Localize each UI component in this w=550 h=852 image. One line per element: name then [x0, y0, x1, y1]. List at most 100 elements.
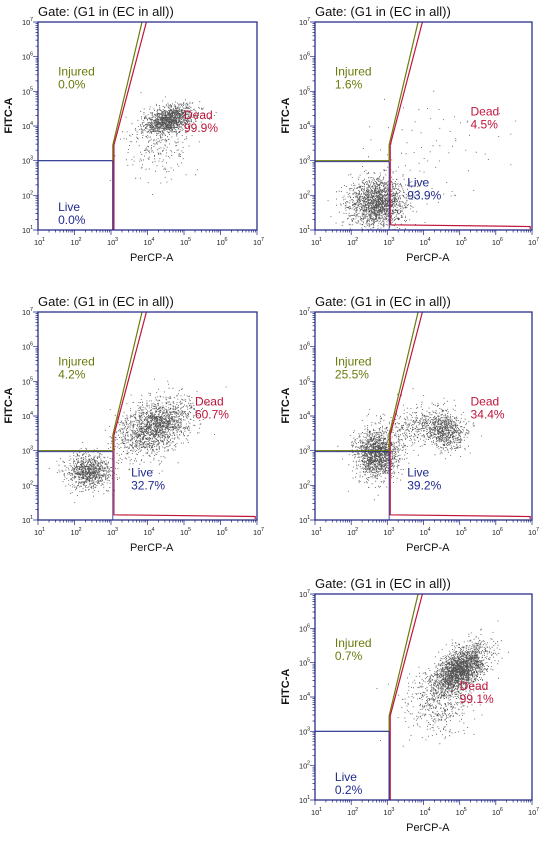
- y-tick-label: 10: [299, 87, 307, 96]
- scatter-points: [376, 620, 509, 747]
- y-tick-label: 10: [22, 516, 30, 525]
- flow-plot-panel-3: Gate: (G1 in (EC in all)) 10 1 10 1 10 2 10 2 10 3…: [0, 290, 275, 572]
- x-tick-exponent: 2: [79, 527, 82, 533]
- dead-gate: [389, 593, 423, 800]
- flow-plot-5: Gate: (G1 in (EC in all))10 110 110 210 210 3…: [280, 576, 539, 834]
- live-gate: [315, 451, 390, 520]
- x-tick-label: 10: [420, 238, 428, 247]
- region-percent: 25.5%: [335, 368, 369, 382]
- y-tick-label: 10: [299, 516, 307, 525]
- x-tick-exponent: 1: [42, 237, 45, 243]
- y-tick-exponent: 4: [307, 121, 310, 127]
- y-tick-label: 10: [299, 18, 307, 27]
- x-tick-exponent: 3: [115, 237, 118, 243]
- x-tick-exponent: 4: [428, 237, 431, 243]
- x-tick-exponent: 3: [391, 527, 394, 533]
- plot-title: Gate: (G1 in (EC in all)): [38, 4, 174, 19]
- dead-gate: [389, 145, 531, 229]
- region-percent: 1.6%: [335, 78, 363, 92]
- y-tick-label: 10: [299, 226, 307, 235]
- x-tick-exponent: 2: [355, 807, 358, 813]
- y-tick-label: 10: [22, 412, 30, 421]
- y-tick-exponent: 3: [307, 156, 310, 162]
- y-tick-exponent: 7: [307, 17, 310, 23]
- x-tick-label: 10: [383, 528, 391, 537]
- y-tick-label: 10: [299, 377, 307, 386]
- y-tick-exponent: 2: [307, 190, 310, 196]
- region-name: Dead: [471, 395, 500, 409]
- region-name: Live: [131, 466, 153, 480]
- region-percent: 93.9%: [407, 189, 441, 203]
- y-tick-exponent: 1: [307, 515, 310, 521]
- y-axis-label: FITC-A: [280, 98, 292, 134]
- y-axis-label: FITC-A: [280, 669, 292, 705]
- x-tick-label: 10: [71, 528, 79, 537]
- y-tick-exponent: 6: [307, 342, 310, 348]
- y-tick-label: 10: [22, 157, 30, 166]
- y-tick-label: 10: [22, 53, 30, 62]
- x-tick-label: 10: [492, 808, 500, 817]
- x-tick-exponent: 7: [261, 527, 264, 533]
- dead-gate: [113, 435, 256, 519]
- region-name: Live: [407, 466, 429, 480]
- axis-ticks: [310, 21, 533, 235]
- y-axis-label: FITC-A: [3, 388, 15, 424]
- gate-lines: [315, 593, 423, 800]
- injured-gate: [112, 21, 143, 161]
- x-tick-exponent: 5: [464, 237, 467, 243]
- y-tick-label: 10: [22, 447, 30, 456]
- plot-title: Gate: (G1 in (EC in all)): [38, 294, 174, 309]
- live-gate: [38, 451, 114, 520]
- x-tick-exponent: 2: [79, 237, 82, 243]
- y-tick-exponent: 3: [307, 446, 310, 452]
- x-tick-exponent: 7: [536, 237, 539, 243]
- y-tick-exponent: 1: [307, 225, 310, 231]
- x-tick-exponent: 4: [152, 237, 155, 243]
- y-tick-exponent: 5: [30, 86, 33, 92]
- plot-title: Gate: (G1 in (EC in all)): [315, 576, 451, 591]
- y-tick-exponent: 6: [30, 52, 33, 58]
- y-tick-exponent: 3: [30, 156, 33, 162]
- flow-plot-panel-4: Gate: (G1 in (EC in all)) 10 1 10 1 10 2 10 2 10 3…: [277, 290, 550, 572]
- axis-ticks: [310, 311, 533, 525]
- x-tick-label: 10: [253, 528, 261, 537]
- y-tick-label: 10: [299, 624, 307, 633]
- y-tick-exponent: 7: [307, 307, 310, 313]
- y-tick-exponent: 6: [307, 623, 310, 629]
- x-tick-label: 10: [144, 238, 152, 247]
- gate-lines: [315, 311, 531, 520]
- x-tick-exponent: 3: [391, 807, 394, 813]
- x-tick-label: 10: [34, 238, 42, 247]
- x-tick-label: 10: [492, 238, 500, 247]
- scatter-points: [337, 388, 482, 501]
- y-tick-exponent: 2: [307, 761, 310, 767]
- y-axis-label: FITC-A: [3, 98, 15, 134]
- y-tick-label: 10: [299, 157, 307, 166]
- injured-gate: [388, 21, 419, 161]
- y-tick-label: 10: [299, 447, 307, 456]
- region-percent: 99.9%: [184, 121, 218, 135]
- x-tick-label: 10: [180, 528, 188, 537]
- dead-gate: [113, 21, 147, 230]
- y-tick-exponent: 7: [30, 307, 33, 313]
- x-tick-exponent: 1: [42, 527, 45, 533]
- flow-plot-panel-5: Gate: (G1 in (EC in all)) 10 1 10 1 10 2 10 2 10 3…: [277, 572, 550, 852]
- y-tick-label: 10: [299, 727, 307, 736]
- scatter-points: [109, 92, 217, 195]
- region-name: Live: [58, 200, 80, 214]
- x-tick-exponent: 5: [464, 807, 467, 813]
- dead-gate-top: [389, 311, 423, 436]
- y-tick-exponent: 3: [30, 446, 33, 452]
- y-tick-label: 10: [299, 412, 307, 421]
- region-percent: 0.0%: [58, 213, 86, 227]
- plot-title: Gate: (G1 in (EC in all)): [315, 4, 451, 19]
- region-name: Live: [407, 176, 429, 190]
- x-tick-label: 10: [528, 528, 536, 537]
- x-axis-label: PerCP-A: [406, 822, 450, 834]
